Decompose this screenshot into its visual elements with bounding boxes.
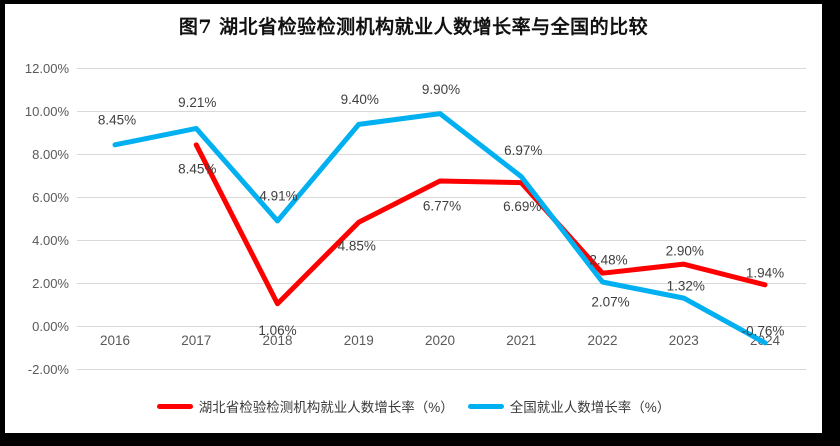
data-label: 4.85% <box>338 239 376 254</box>
data-label: 9.21% <box>178 95 216 110</box>
plot-area: 12.00% 10.00% 8.00% 6.00% 4.00% 2.00% 0.00% -2.… <box>25 61 806 377</box>
legend-swatch-hubei-red-line <box>156 403 193 409</box>
y-axis-tick-label: 12.00% <box>25 61 70 76</box>
y-axis-tick-label: 0.00% <box>32 319 69 334</box>
x-axis-tick-label: 2020 <box>425 333 455 348</box>
legend-swatch-national-blue-line <box>467 403 504 409</box>
series-line-1 <box>112 111 768 346</box>
legend: 湖北省检验检测机构就业人数增长率（%） 全国就业人数增长率（%） <box>5 392 822 420</box>
x-axis-tick-label: 2023 <box>669 333 699 348</box>
data-label: 8.45% <box>98 112 136 127</box>
x-axis-tick-label: 2022 <box>587 333 617 348</box>
series-line-0 <box>193 142 768 307</box>
legend-item-national: 全国就业人数增长率（%） <box>467 396 671 416</box>
x-axis-tick-label: 2016 <box>100 333 130 348</box>
x-axis-tick-label: 2021 <box>506 333 536 348</box>
data-label: 1.06% <box>258 323 296 338</box>
data-label: 2.90% <box>666 244 704 259</box>
chart-title: 图7 湖北省检验检测机构就业人数增长率与全国的比较 <box>178 16 649 38</box>
data-label: 1.94% <box>746 265 784 280</box>
data-label: 6.69% <box>503 199 541 214</box>
data-label: 2.48% <box>589 253 627 268</box>
x-axis-tick-label: 2019 <box>344 333 374 348</box>
legend-label-hubei: 湖北省检验检测机构就业人数增长率（%） <box>198 400 454 415</box>
data-label: 2.07% <box>591 294 629 309</box>
data-label: 9.40% <box>341 92 379 107</box>
y-axis-tick-label: 6.00% <box>32 190 69 205</box>
y-axis-tick-label: 10.00% <box>25 104 70 119</box>
data-label: 9.90% <box>422 82 460 97</box>
y-axis-tick-label: 2.00% <box>32 276 69 291</box>
data-label: 8.45% <box>178 161 216 176</box>
data-label: -0.76% <box>742 323 785 338</box>
data-label: 6.77% <box>423 198 461 213</box>
data-label: 4.91% <box>259 188 297 203</box>
y-axis-tick-label: -2.00% <box>28 362 70 377</box>
y-axis-tick-label: 8.00% <box>32 147 69 162</box>
y-axis-tick-label: 4.00% <box>32 233 69 248</box>
legend-item-hubei: 湖北省检验检测机构就业人数增长率（%） <box>156 396 454 416</box>
data-label: 1.32% <box>667 279 705 294</box>
x-axis-tick-label: 2018 <box>262 333 292 348</box>
legend-label-national: 全国就业人数增长率（%） <box>509 400 671 415</box>
data-label: 6.97% <box>504 143 542 158</box>
x-axis-tick-label: 2017 <box>181 333 211 348</box>
